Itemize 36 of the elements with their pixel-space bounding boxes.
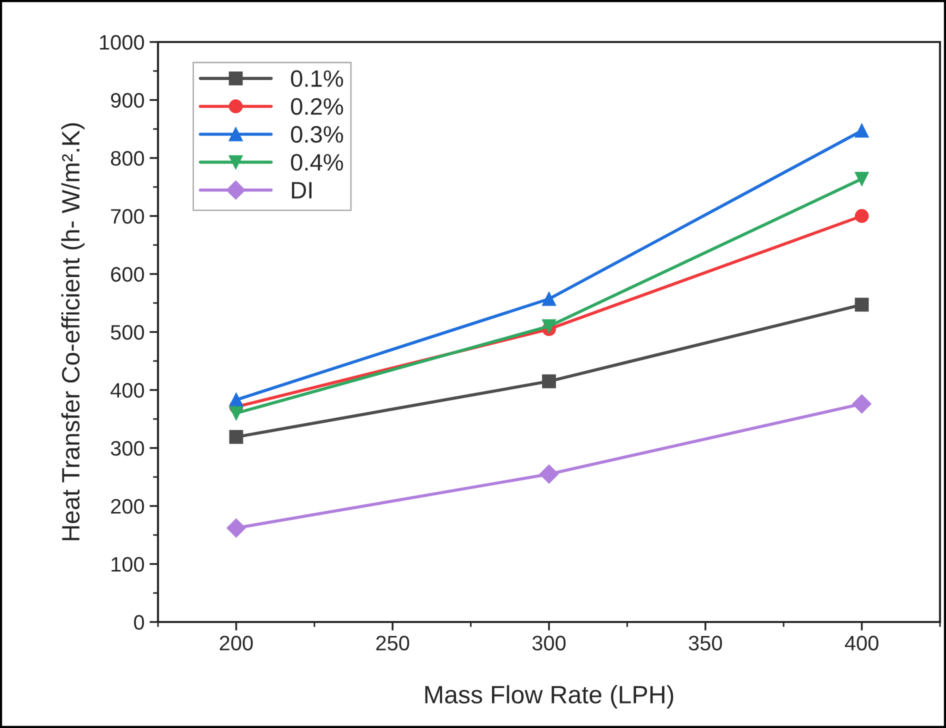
- y-tick-label: 700: [111, 209, 144, 224]
- y-tick-label: 300: [110, 441, 144, 456]
- y-tick-label: 800: [110, 151, 144, 166]
- legend-label: 0.4%: [290, 154, 344, 171]
- x-axis-title: Mass Flow Rate (LPH): [425, 685, 674, 708]
- x-tick-label: 350: [688, 636, 722, 650]
- y-tick-label: 400: [110, 383, 144, 398]
- point: [229, 430, 244, 444]
- y-tick-label: 900: [111, 93, 144, 108]
- y-tick-label: 0: [134, 615, 144, 630]
- y-tick-label: 500: [110, 325, 144, 340]
- point: [229, 406, 244, 420]
- legend-label: 0.3%: [290, 126, 344, 143]
- point: [854, 209, 869, 223]
- y-axis-title: Heat Transfer Co-efficient (h- W/m².K): [61, 123, 85, 540]
- point: [542, 292, 556, 306]
- x-tick-label: 250: [376, 636, 410, 650]
- point: [854, 298, 869, 312]
- point: [852, 394, 872, 414]
- point: [229, 392, 244, 407]
- point: [226, 518, 246, 538]
- point: [539, 464, 559, 484]
- point: [542, 319, 556, 334]
- legend-label: 0.2%: [290, 98, 344, 115]
- x-tick-label: 200: [220, 636, 253, 650]
- y-tick-label: 600: [111, 267, 144, 282]
- legend-label: DI: [292, 182, 312, 198]
- point: [542, 374, 556, 388]
- point: [854, 172, 869, 186]
- x-tick-label: 400: [844, 636, 878, 650]
- x-tick-label: 300: [532, 636, 566, 650]
- legend-label: 0.1%: [290, 70, 344, 87]
- point: [854, 124, 869, 138]
- y-tick-label: 100: [112, 557, 144, 572]
- y-tick-label: 200: [111, 499, 144, 514]
- y-tick-label: 1000: [100, 35, 144, 50]
